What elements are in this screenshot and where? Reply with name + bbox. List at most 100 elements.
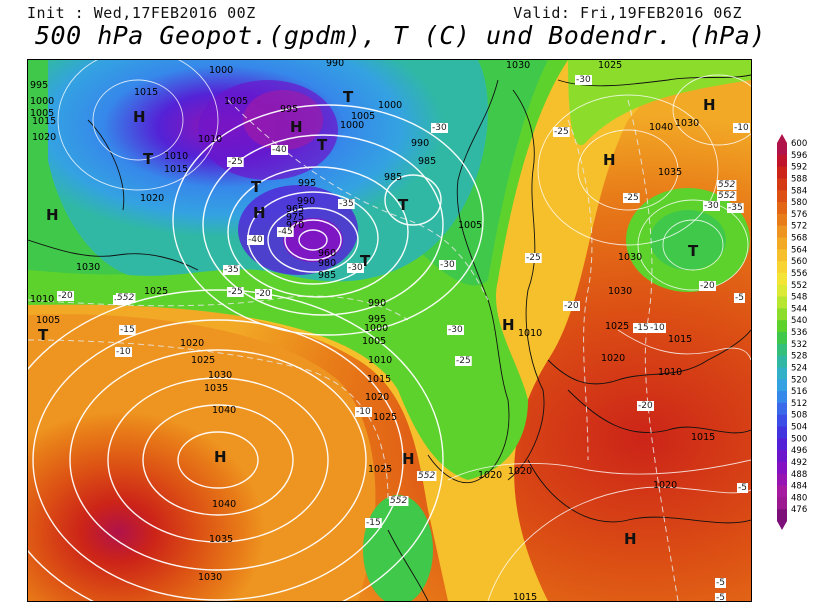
legend-swatch — [777, 225, 787, 238]
pressure-label: 1000 — [340, 120, 364, 131]
temp-label: -20 — [564, 301, 579, 311]
high-marker: H — [214, 448, 227, 466]
pressure-label: 990 — [411, 138, 429, 149]
temp-label: -35 — [224, 265, 239, 275]
high-marker: H — [253, 204, 266, 222]
label-background — [623, 193, 640, 203]
label-background — [699, 281, 716, 291]
pressure-label: 995 — [298, 178, 316, 189]
label-background — [277, 227, 294, 237]
label-background — [116, 293, 136, 303]
high-marker: H — [46, 206, 59, 224]
low-marker: T — [251, 178, 262, 196]
legend-swatch — [777, 296, 787, 309]
legend-swatch — [777, 379, 787, 392]
pressure-label: 1010 — [164, 151, 188, 162]
label-background — [389, 496, 409, 506]
pressure-label: 1035 — [204, 383, 228, 394]
legend-swatch — [777, 213, 787, 227]
temp-label: -25 — [456, 356, 471, 366]
pressure-label: 1030 — [76, 262, 100, 273]
label-background — [715, 578, 726, 588]
label-background — [255, 289, 272, 299]
temp-label: -35 — [728, 203, 743, 213]
pressure-label: 985 — [318, 270, 336, 281]
low-marker: T — [317, 136, 328, 154]
valid-time: Valid: Fri,19FEB2016 06Z — [513, 4, 742, 22]
label-background — [338, 199, 355, 209]
label-background — [727, 203, 744, 213]
pressure-label: 1040 — [649, 122, 673, 133]
legend-label: 484 — [791, 482, 807, 492]
legend-swatch — [777, 402, 787, 416]
legend-swatch — [777, 414, 787, 427]
temp-label: -20 — [638, 401, 653, 411]
legend-swatch — [777, 343, 787, 357]
temp-label: -25 — [554, 127, 569, 137]
label-background — [715, 593, 726, 601]
pressure-label: 1030 — [506, 60, 530, 71]
label-background — [223, 265, 240, 275]
legend-swatch — [777, 367, 787, 380]
pressure-label: 1000 — [209, 65, 233, 76]
pressure-label: 1000 — [378, 100, 402, 111]
temp-label: -25 — [526, 253, 541, 263]
temp-label: -20 — [256, 289, 271, 299]
high-marker: H — [624, 530, 637, 548]
legend-label: 540 — [791, 316, 807, 326]
low-marker: T — [360, 252, 371, 270]
legend-swatch — [777, 190, 787, 203]
pressure-label: 995 — [280, 104, 298, 115]
label-background — [717, 191, 737, 201]
legend-label: 480 — [791, 493, 807, 503]
temp-label: -45 — [278, 227, 293, 237]
legend-swatch — [777, 249, 787, 262]
pressure-label: 1020 — [365, 392, 389, 403]
legend-swatch — [777, 473, 787, 486]
low-marker: T — [398, 196, 409, 214]
label-background — [347, 263, 364, 273]
legend-label: 516 — [791, 387, 807, 397]
label-background — [447, 325, 464, 335]
pressure-label: 990 — [326, 60, 344, 69]
legend-label: 500 — [791, 434, 807, 444]
label-background — [417, 471, 437, 481]
legend-label: 520 — [791, 375, 807, 385]
pressure-label: 1015 — [668, 334, 692, 345]
pressure-label: 970 — [286, 220, 304, 231]
legend-swatch — [777, 308, 787, 321]
legend-label: 532 — [791, 340, 807, 350]
legend-swatch — [777, 237, 787, 250]
high-marker: H — [703, 96, 716, 114]
pressure-label: 1005 — [458, 220, 482, 231]
pressure-label: 1025 — [368, 464, 392, 475]
label-background — [57, 291, 74, 301]
pressure-label: 1025 — [191, 355, 215, 366]
legend-label: 592 — [791, 163, 807, 173]
high-marker: H — [402, 450, 415, 468]
pressure-label: 1015 — [691, 432, 715, 443]
label-background — [271, 145, 288, 155]
pressure-label: 1015 — [513, 592, 537, 601]
pressure-label: 1030 — [608, 286, 632, 297]
legend-swatch — [777, 178, 787, 191]
pressure-label: 1020 — [601, 353, 625, 364]
label-background — [439, 260, 456, 270]
pressure-label: 1020 — [180, 338, 204, 349]
temp-label: -10 — [116, 347, 131, 357]
low-marker: T — [38, 326, 49, 344]
legend-swatch — [777, 202, 787, 215]
label-background — [703, 201, 720, 211]
temp-label: -20 — [700, 281, 715, 291]
pressure-label: 1005 — [351, 111, 375, 122]
pressure-label: 960 — [318, 248, 336, 259]
pressure-label: 1005 — [224, 96, 248, 107]
legend-label: 556 — [791, 269, 807, 279]
label-background — [431, 123, 448, 133]
pressure-label: 1015 — [32, 116, 56, 127]
temp-label: -5 — [735, 293, 744, 303]
temp-label: -30 — [704, 201, 719, 211]
legend-label: 584 — [791, 186, 807, 196]
label-background — [355, 407, 372, 417]
legend-swatch — [777, 143, 787, 156]
